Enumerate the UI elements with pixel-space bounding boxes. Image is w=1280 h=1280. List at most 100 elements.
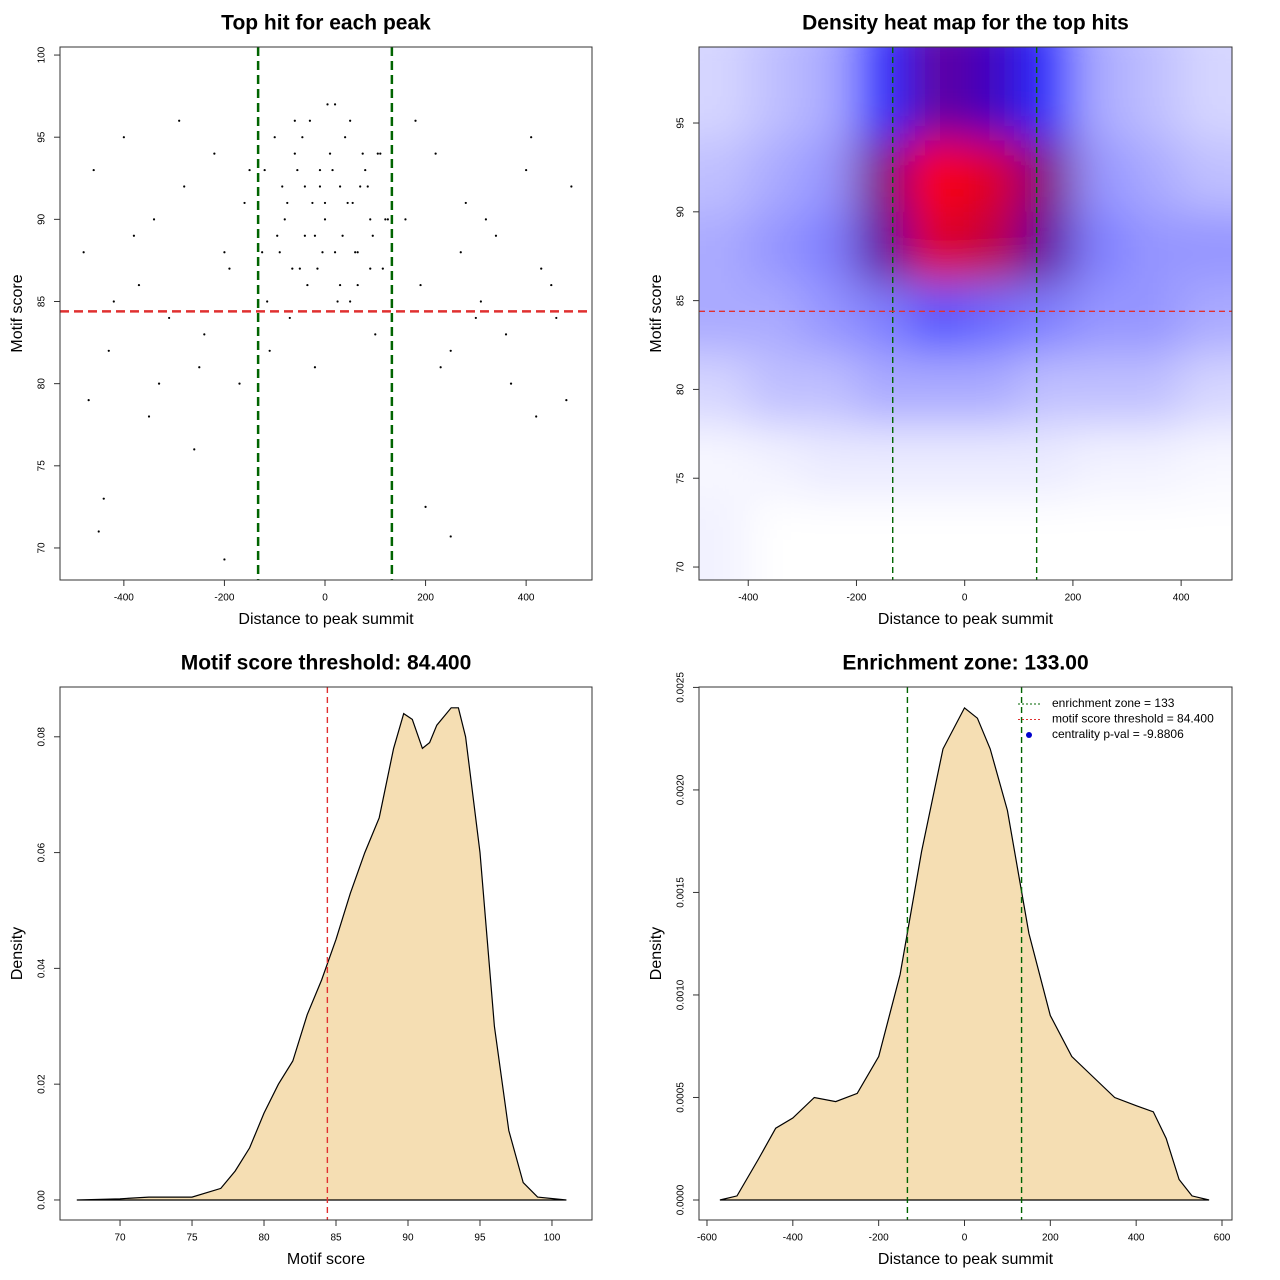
heat-cell: [1072, 495, 1129, 580]
heat-cell: [748, 211, 804, 284]
point: [293, 119, 296, 122]
point: [311, 201, 314, 205]
point: [266, 300, 269, 303]
heatmap: [699, 47, 1232, 580]
point: [321, 251, 324, 254]
heatmap-cells: [699, 47, 1232, 580]
heat-cell: [1181, 47, 1232, 142]
point: [102, 497, 105, 500]
point: [92, 168, 95, 172]
point: [366, 185, 369, 188]
heat-cell: [1018, 47, 1074, 142]
point: [203, 333, 206, 336]
y-tick-label: 70: [37, 542, 48, 554]
y-tick-label: 0.0020: [676, 774, 687, 805]
point: [525, 168, 528, 172]
point: [494, 234, 498, 237]
x-tick-label: 75: [186, 1233, 198, 1244]
x-tick-label: 100: [544, 1233, 561, 1244]
point: [374, 333, 377, 336]
point: [550, 283, 553, 287]
legend-symbol: [1026, 732, 1032, 738]
point: [336, 300, 339, 303]
y-tick-label: 90: [676, 206, 687, 218]
point: [404, 218, 407, 221]
y-tick-label: 80: [37, 378, 48, 390]
x-tick-label: 600: [1214, 1233, 1231, 1244]
point: [371, 234, 374, 237]
heat-cell: [856, 282, 912, 355]
plot-area: [699, 47, 1232, 580]
x-tick-label: -400: [114, 593, 134, 604]
x-tick-label: 400: [518, 593, 535, 604]
y-tick-label: 0.04: [37, 958, 48, 978]
point: [344, 136, 347, 139]
x-tick-label: -200: [846, 593, 866, 604]
heat-cell: [699, 424, 750, 497]
chart-title: Enrichment zone: 133.00: [842, 652, 1088, 675]
plot-frame: [59, 686, 593, 1221]
point: [278, 251, 281, 254]
point: [356, 251, 359, 254]
point: [303, 185, 306, 188]
plot-frame: [698, 686, 1233, 1221]
point: [349, 300, 352, 303]
heat-cell: [1127, 424, 1183, 497]
point: [540, 267, 543, 270]
point: [376, 152, 379, 155]
heat-cell: [1181, 211, 1232, 284]
heat-cell: [1127, 47, 1183, 142]
point: [303, 234, 306, 237]
heat-cell: [1181, 495, 1232, 580]
point: [316, 267, 319, 270]
heat-cell: [856, 47, 912, 142]
point: [168, 316, 171, 320]
point: [530, 136, 533, 139]
legend-label: motif score threshold = 84.400: [1052, 712, 1214, 726]
point: [354, 251, 357, 254]
plot-area: [719, 687, 1210, 1220]
heat-cell: [964, 353, 1020, 426]
chart-title: Top hit for each peak: [221, 12, 431, 35]
heat-cell: [1181, 282, 1232, 355]
point: [555, 316, 558, 320]
y-axis-label: Density: [648, 927, 665, 980]
heat-cell: [1018, 211, 1074, 284]
point: [364, 168, 367, 172]
point: [193, 448, 196, 451]
heat-cell: [699, 353, 750, 426]
y-tick-label: 0.0015: [676, 877, 687, 908]
heat-cell: [1018, 495, 1074, 580]
point: [351, 201, 354, 205]
point: [198, 366, 201, 369]
x-tick-label: 0: [322, 593, 328, 604]
x-tick-label: 200: [417, 593, 434, 604]
heat-cell: [748, 282, 804, 355]
heat-cell: [910, 47, 966, 142]
heat-cell: [1072, 424, 1129, 497]
point: [306, 283, 309, 287]
point: [459, 251, 462, 254]
y-tick-label: 85: [37, 296, 48, 308]
y-tick-label: 70: [676, 561, 687, 573]
x-tick-label: 400: [1173, 593, 1190, 604]
y-tick-label: 0.00: [37, 1190, 48, 1210]
legend-label: centrality p-val = -9.8806: [1052, 727, 1184, 741]
heat-cell: [1018, 140, 1074, 213]
point: [323, 218, 327, 221]
heat-cell: [856, 353, 912, 426]
heat-cell: [910, 211, 966, 284]
heat-cell: [748, 424, 804, 497]
x-tick-label: 200: [1042, 1233, 1059, 1244]
point: [535, 415, 538, 418]
heat-cell: [802, 495, 858, 580]
heat-cell: [910, 140, 966, 213]
point: [263, 168, 266, 172]
point: [381, 267, 384, 270]
point: [464, 201, 467, 205]
heat-cell: [748, 47, 804, 142]
point: [296, 168, 299, 172]
heat-cell: [1127, 353, 1183, 426]
point: [313, 366, 317, 369]
point: [484, 218, 488, 221]
